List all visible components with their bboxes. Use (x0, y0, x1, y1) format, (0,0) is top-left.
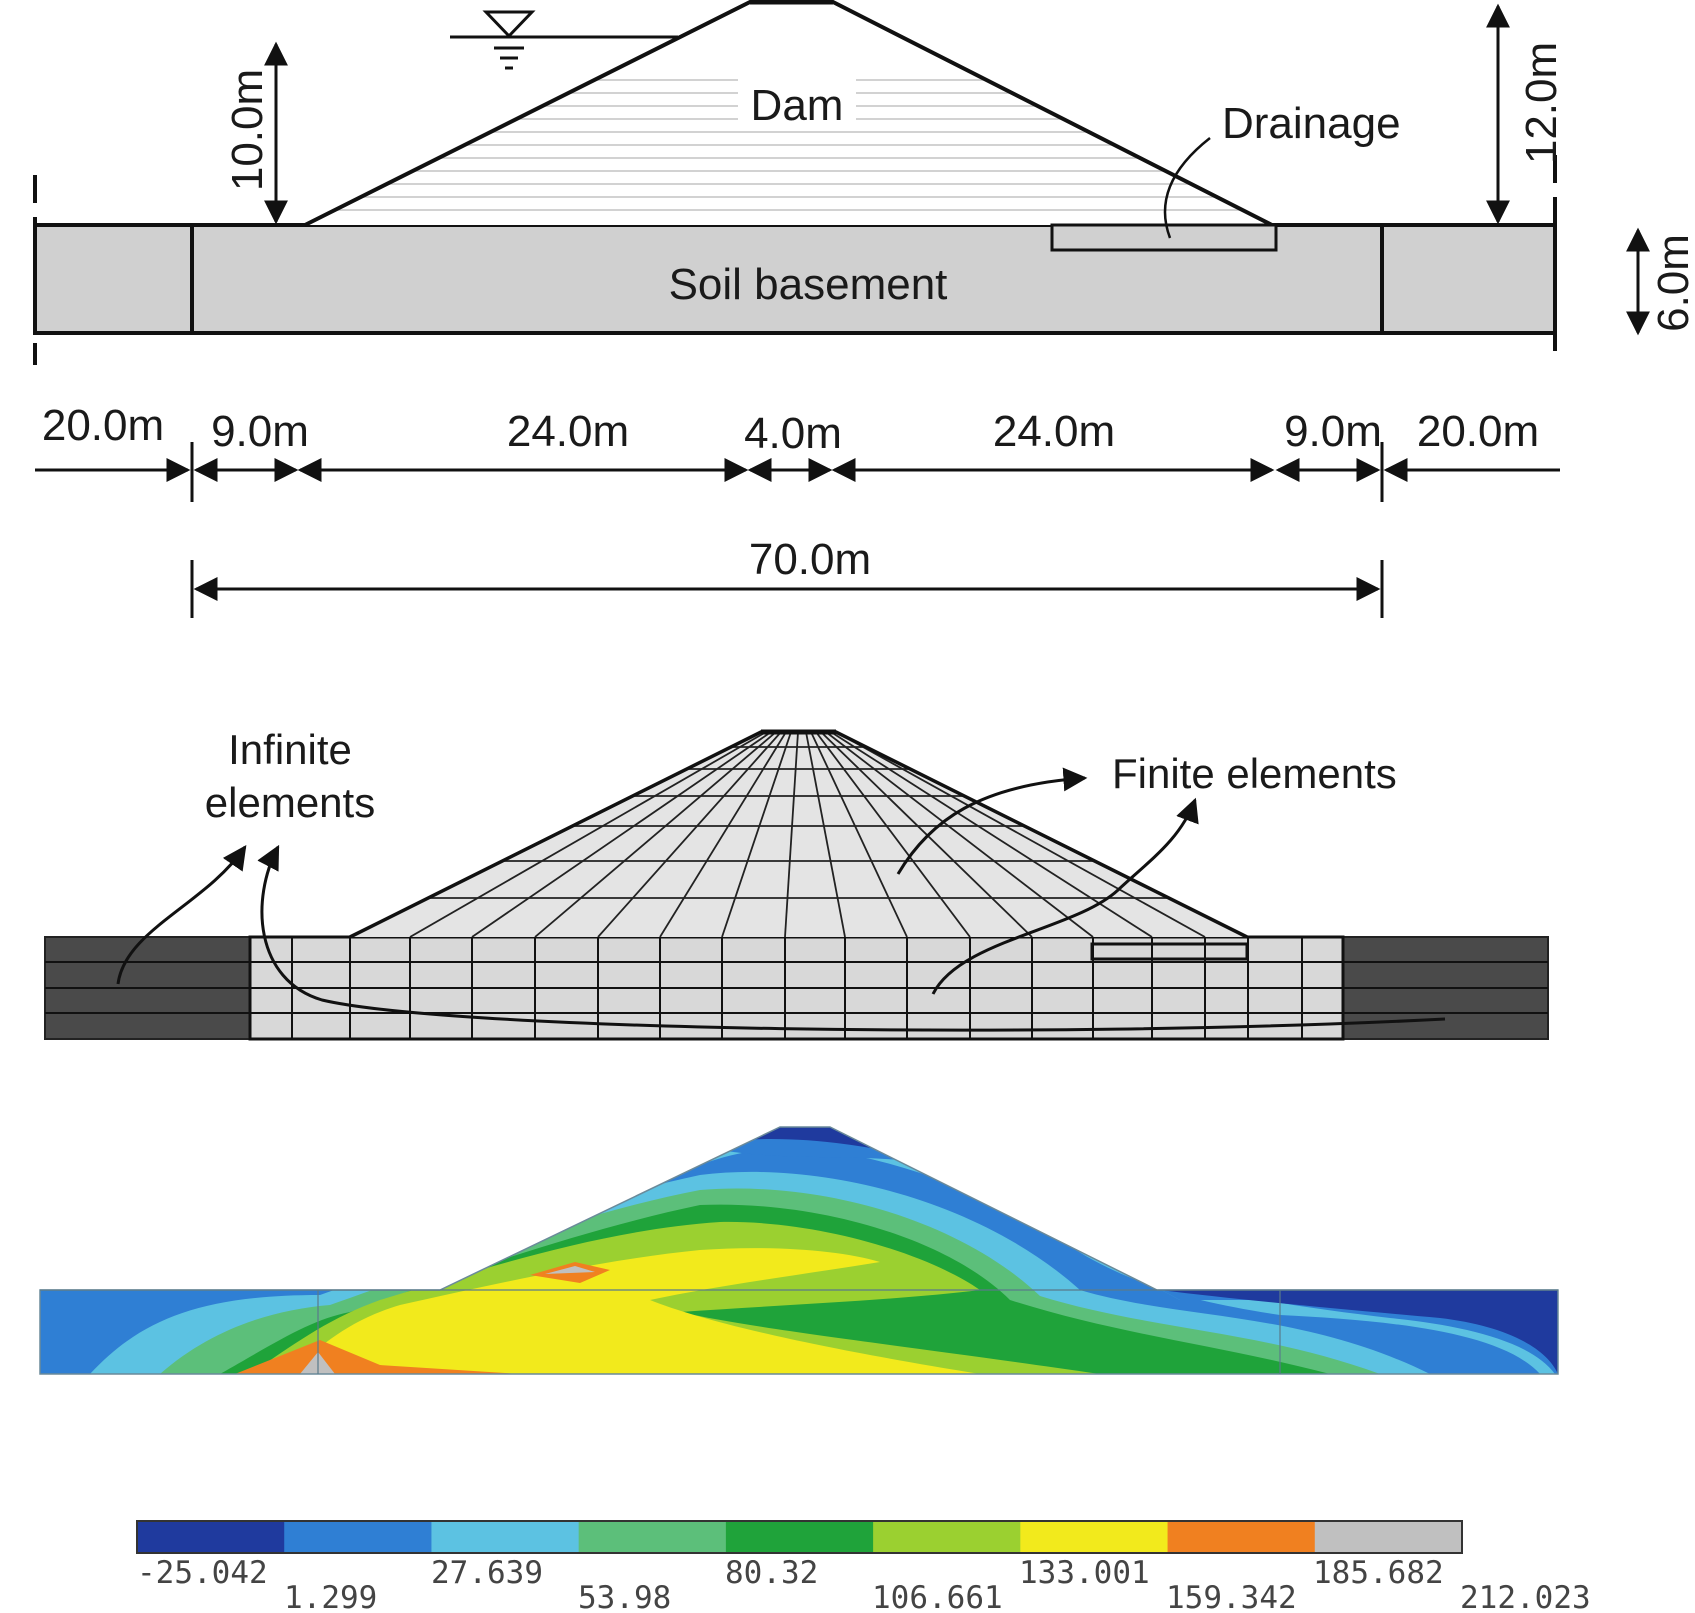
legend-swatch (578, 1521, 727, 1553)
legend-value: 212.023 (1460, 1580, 1591, 1613)
infinite-elements-label: elements (205, 779, 375, 826)
dimension-chain: 20.0m 9.0m 24.0m 4.0m 24.0m 9.0m 20.0m 7… (35, 401, 1560, 618)
dim-width-label: 9.0m (211, 407, 309, 456)
dim-width-label: 4.0m (744, 409, 842, 458)
legend-swatch (284, 1521, 432, 1553)
dim-width-label: 20.0m (42, 401, 164, 450)
drainage-mesh (1090, 942, 1249, 961)
legend-value: 27.639 (431, 1555, 543, 1591)
dim-width-label: 24.0m (993, 407, 1115, 456)
contour-panel (39, 1126, 1559, 1375)
legend-value: 133.001 (1019, 1555, 1150, 1591)
legend-value: 1.299 (284, 1580, 377, 1613)
cross-section-panel: Dam Drainage Soil basement 10.0m 12.0m 6… (33, 0, 1695, 365)
drainage-leader (1163, 137, 1211, 239)
dim-soil-thickness-label: 6.0m (1649, 234, 1695, 332)
legend-swatches (137, 1521, 1463, 1553)
finite-arrow-dam (896, 767, 1088, 875)
mesh-panel: Infinite elements Finite elements (44, 726, 1549, 1041)
legend-value: 80.32 (725, 1555, 818, 1591)
legend-value: 159.342 (1166, 1580, 1297, 1613)
legend-swatch (1020, 1521, 1169, 1553)
legend-border (136, 1520, 1463, 1554)
dim-width-label: 20.0m (1417, 407, 1539, 456)
infinite-elements-label: Infinite (228, 726, 352, 773)
infinite-arrow-right (257, 844, 1446, 1032)
legend-swatch (873, 1521, 1021, 1553)
color-legend: -25.042 1.299 27.639 53.98 80.32 106.661… (136, 1520, 1591, 1613)
finite-arrow-soil (931, 797, 1199, 995)
drainage-block (1050, 223, 1278, 252)
legend-swatch (1167, 1521, 1316, 1553)
soil-basement (33, 223, 1557, 335)
drainage-label: Drainage (1222, 99, 1401, 148)
water-level-symbol (450, 10, 678, 70)
infinite-arrow-left (116, 845, 247, 985)
dam-finite-mesh (350, 732, 1247, 937)
soil-basement-label: Soil basement (669, 260, 948, 309)
legend-value: 185.682 (1313, 1555, 1444, 1591)
legend-value: 53.98 (578, 1580, 671, 1613)
legend-swatch (1314, 1521, 1463, 1553)
legend-value: -25.042 (137, 1555, 268, 1591)
dim-width-label: 24.0m (507, 407, 629, 456)
dam-label-bg (738, 78, 856, 128)
dim-left-height-label: 10.0m (223, 69, 272, 191)
legend-swatch (137, 1521, 285, 1553)
legend-swatch (725, 1521, 874, 1553)
legend-value: 106.661 (872, 1580, 1003, 1613)
dam-label: Dam (751, 81, 844, 130)
finite-elements-label: Finite elements (1112, 750, 1397, 797)
dim-width-label: 9.0m (1284, 407, 1382, 456)
dim-right-height-label: 12.0m (1517, 42, 1566, 164)
legend-swatch (431, 1521, 580, 1553)
dim-total-label: 70.0m (749, 535, 871, 584)
